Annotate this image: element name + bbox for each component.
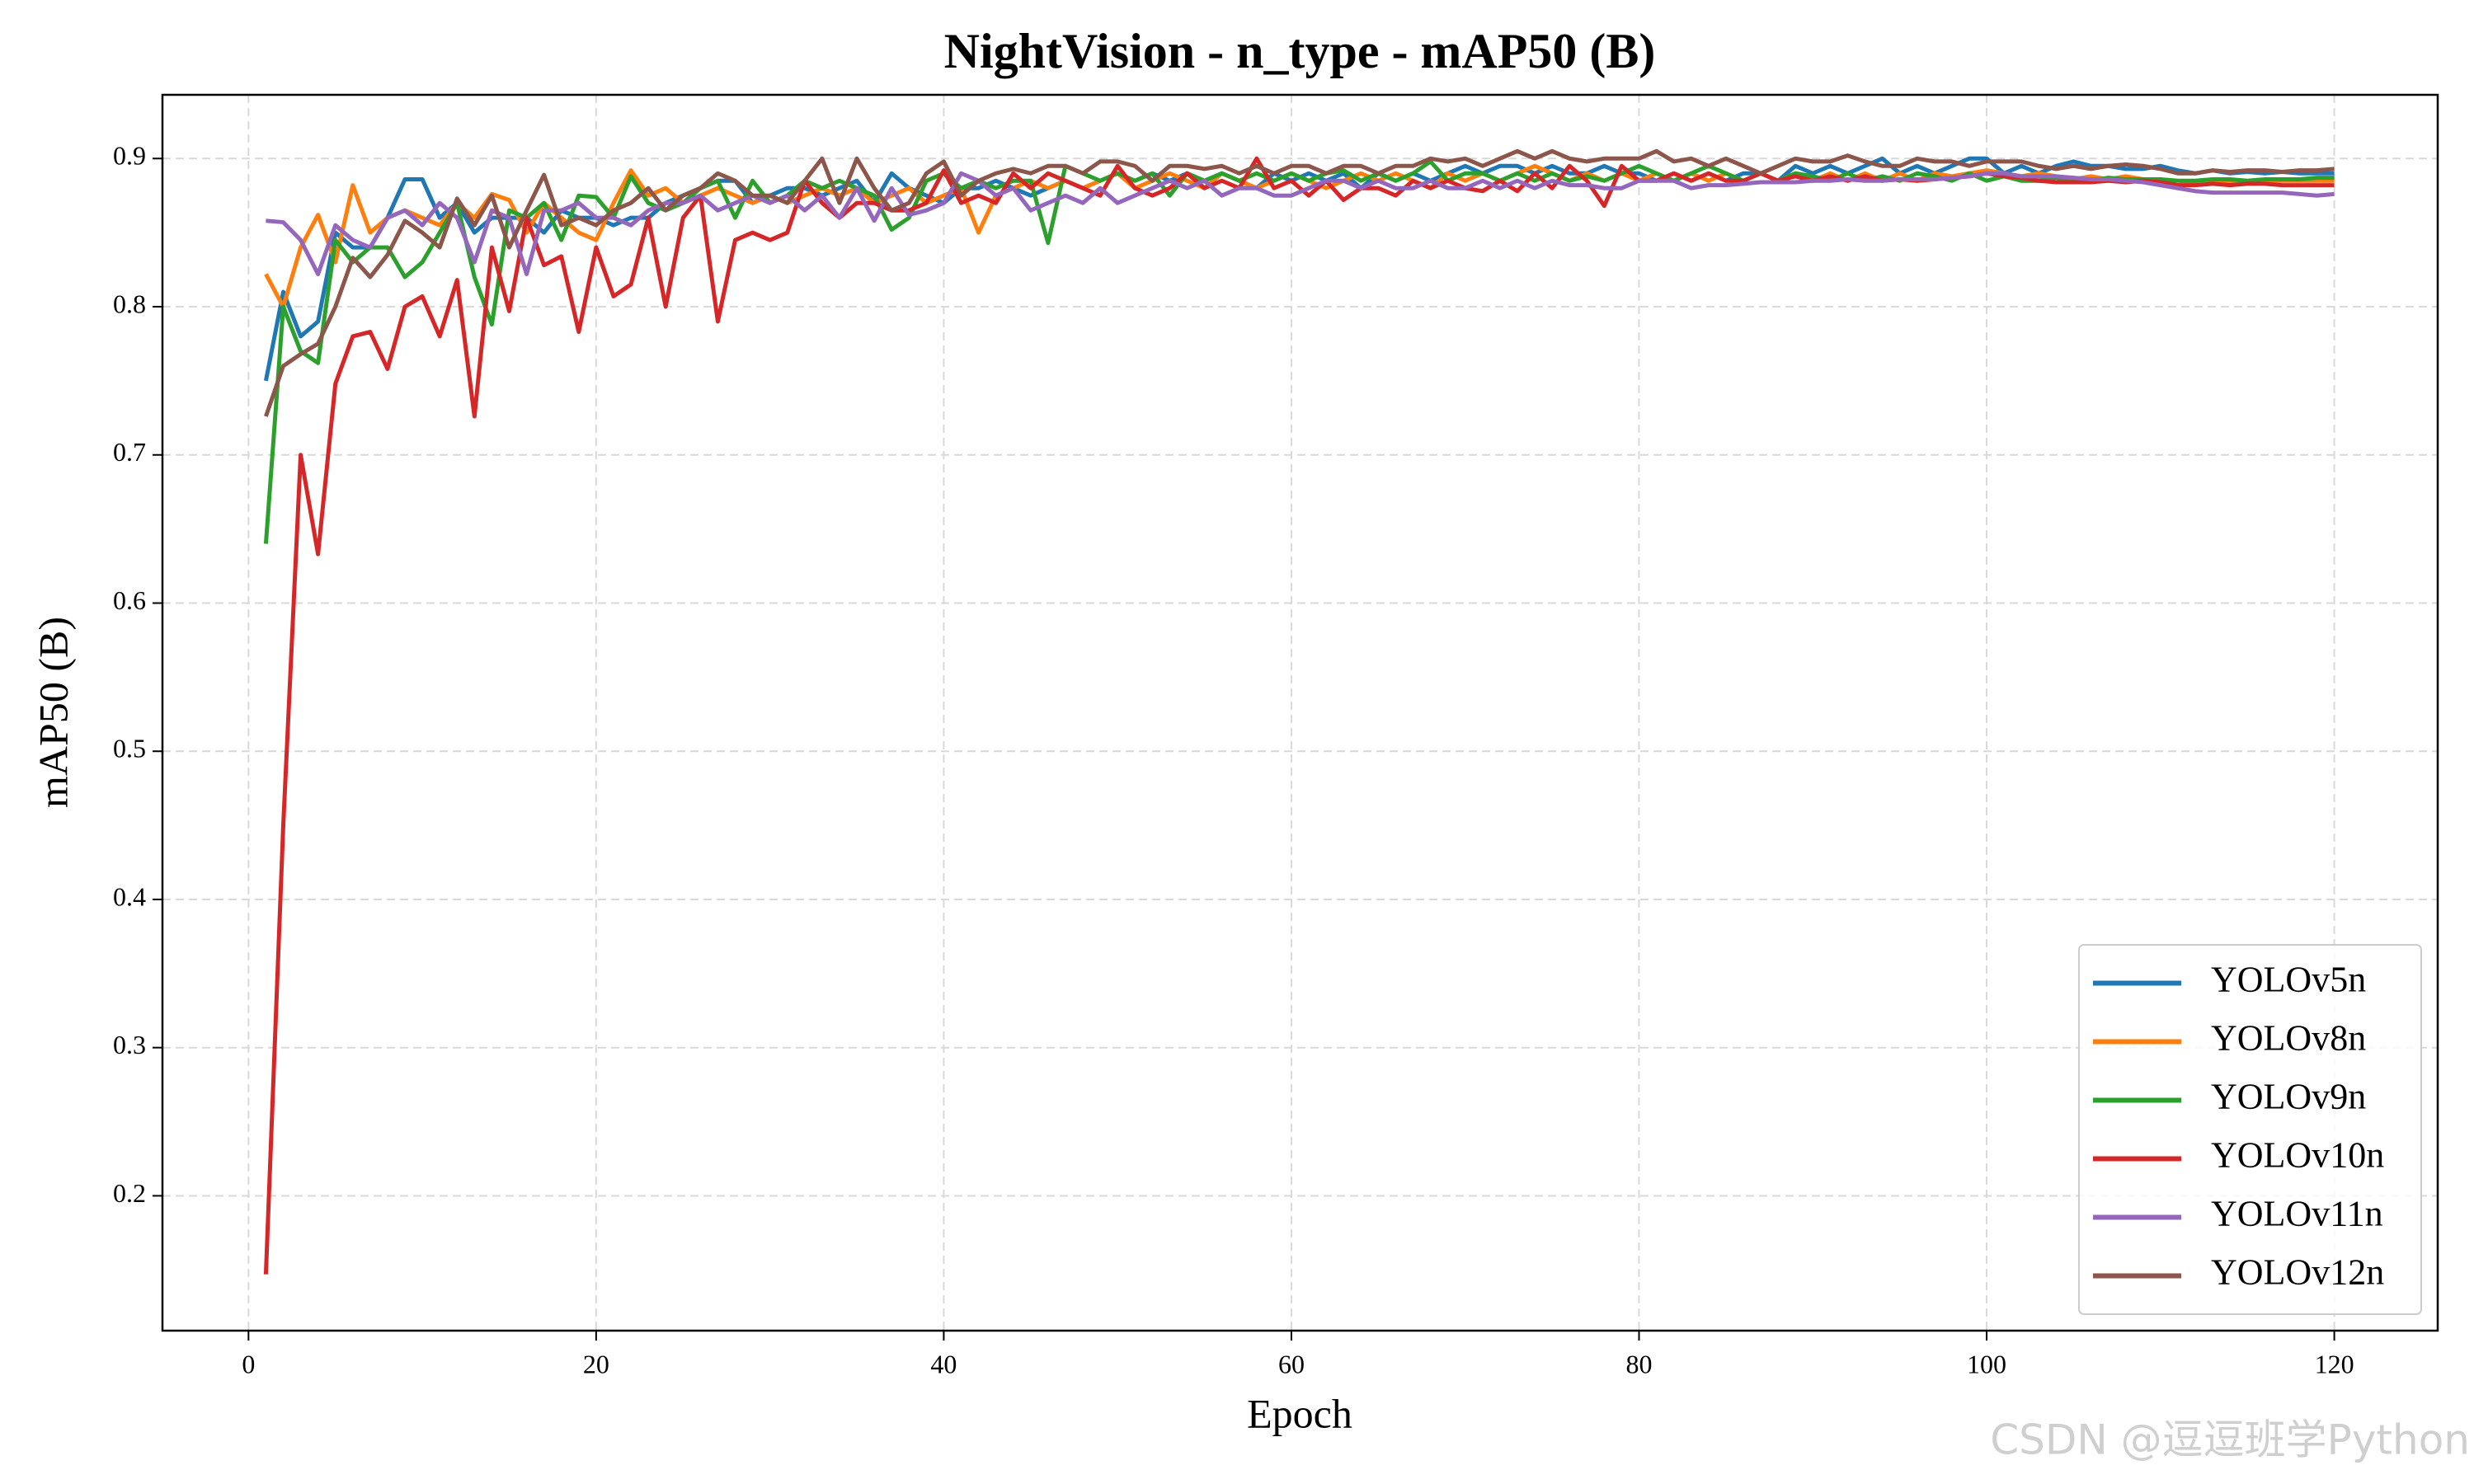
y-tick-label: 0.6 — [113, 585, 146, 615]
series-line — [264, 148, 2335, 417]
legend-label: YOLOv9n — [2211, 1077, 2366, 1117]
y-tick-label: 0.2 — [113, 1178, 146, 1208]
y-tick-label: 0.8 — [113, 289, 146, 318]
legend-label: YOLOv8n — [2211, 1018, 2366, 1059]
plot-frame — [161, 93, 2439, 1332]
x-axis-label: Epoch — [1247, 1390, 1352, 1436]
y-tick-label: 0.4 — [113, 881, 146, 911]
y-axis-label: mAP50 (B) — [30, 617, 76, 808]
legend-label: YOLOv12n — [2211, 1252, 2384, 1293]
y-tick-label: 0.5 — [113, 734, 146, 763]
x-tick-label: 120 — [2315, 1349, 2354, 1378]
y-tick-label: 0.9 — [113, 141, 146, 171]
legend-label: YOLOv10n — [2211, 1135, 2384, 1176]
watermark: CSDN @逗逗班学Python — [1990, 1416, 2470, 1464]
y-tick-label: 0.3 — [113, 1030, 146, 1059]
x-tick-label: 100 — [1967, 1349, 2006, 1378]
legend-label: YOLOv5n — [2211, 960, 2366, 1000]
legend-box — [2078, 944, 2422, 1315]
series-line — [266, 171, 2335, 276]
x-tick-label: 0 — [242, 1349, 255, 1378]
x-tick-label: 20 — [583, 1349, 609, 1378]
legend-label: YOLOv11n — [2211, 1194, 2383, 1234]
x-tick-label: 60 — [1278, 1349, 1305, 1378]
chart-title: NightVision - n_type - mAP50 (B) — [944, 24, 1656, 78]
x-tick-label: 40 — [930, 1349, 957, 1378]
y-tick-label: 0.7 — [113, 437, 146, 467]
x-tick-label: 80 — [1626, 1349, 1653, 1378]
